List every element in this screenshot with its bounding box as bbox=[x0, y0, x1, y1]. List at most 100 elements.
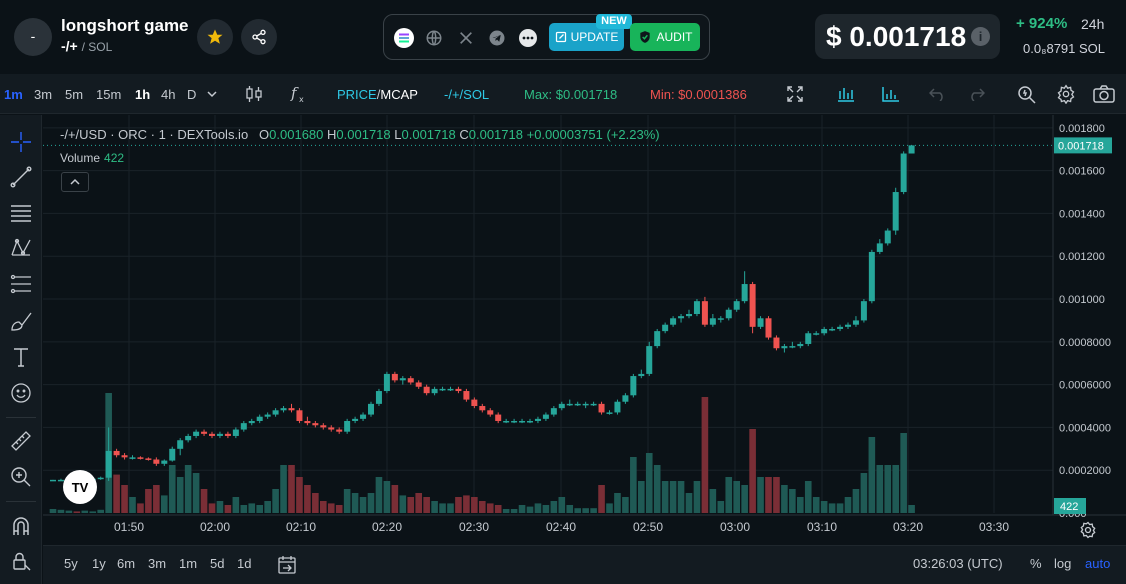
info-icon[interactable]: i bbox=[971, 27, 990, 46]
volume-bar bbox=[860, 473, 868, 513]
legend-l-label: L bbox=[394, 127, 402, 142]
volume-bar bbox=[494, 505, 502, 513]
range-1d[interactable]: 1d bbox=[237, 556, 252, 571]
range-5d[interactable]: 5d bbox=[210, 556, 225, 571]
y-tick-label: 0.001800 bbox=[1059, 123, 1105, 135]
candle-body bbox=[209, 433, 215, 436]
candle-body bbox=[97, 477, 104, 480]
volume-bar bbox=[89, 511, 97, 513]
favorite-button[interactable] bbox=[197, 19, 233, 55]
axis-settings-icon[interactable] bbox=[1078, 520, 1098, 540]
volume-bar bbox=[630, 457, 637, 513]
fullscreen-icon[interactable] bbox=[784, 83, 806, 105]
tradingview-logo[interactable]: TV bbox=[63, 470, 97, 504]
lock-drawings-icon[interactable] bbox=[8, 548, 34, 574]
candle-body bbox=[614, 401, 621, 413]
price-chart[interactable]: 0.001800 0.001600 0.001400 0.001200 0.001000… bbox=[43, 115, 1126, 534]
utc-clock[interactable]: 03:26:03 (UTC) bbox=[913, 556, 1003, 571]
volume-bar bbox=[645, 453, 653, 513]
last-volume-badge bbox=[1054, 498, 1086, 514]
max-price-label: Max: $0.001718 bbox=[524, 87, 618, 102]
timeframe-3m[interactable]: 3m bbox=[34, 87, 53, 102]
candle-body bbox=[590, 403, 597, 406]
range-5y[interactable]: 5y bbox=[64, 556, 78, 571]
gear-icon[interactable] bbox=[1055, 83, 1077, 105]
range-3m[interactable]: 3m bbox=[148, 556, 167, 571]
mcap-mode-label: MCAP bbox=[380, 87, 418, 102]
candle-body bbox=[336, 429, 343, 432]
volume-bar bbox=[200, 489, 208, 513]
y-tick-label: 0.0002000 bbox=[1059, 465, 1111, 477]
undo-icon[interactable] bbox=[927, 83, 949, 105]
pair-toggle[interactable]: -/+/SOL bbox=[444, 87, 490, 102]
volume-bar bbox=[327, 503, 335, 513]
more-icon[interactable] bbox=[518, 28, 538, 48]
redo-icon[interactable] bbox=[965, 83, 987, 105]
trades-marker-icon[interactable] bbox=[835, 83, 857, 105]
website-icon[interactable] bbox=[424, 28, 444, 48]
volume-bar bbox=[256, 505, 263, 513]
horizontal-lines-icon[interactable] bbox=[8, 200, 34, 226]
timeframe-5m[interactable]: 5m bbox=[65, 87, 84, 102]
zoom-in-icon[interactable] bbox=[8, 464, 34, 490]
candle-body bbox=[765, 318, 772, 338]
ruler-icon[interactable] bbox=[8, 428, 34, 454]
quick-search-icon[interactable] bbox=[1016, 83, 1038, 105]
timeframe-1h[interactable]: 1h bbox=[135, 87, 151, 102]
volume-toggle-icon[interactable] bbox=[880, 83, 902, 105]
chevron-down-icon[interactable] bbox=[201, 83, 223, 105]
chart-canvas[interactable]: 0.001800 0.001600 0.001400 0.001200 0.001000… bbox=[43, 115, 1126, 545]
solana-icon[interactable] bbox=[394, 28, 414, 48]
legend-o-label: O bbox=[259, 127, 270, 142]
volume-bar bbox=[606, 503, 613, 513]
candle-body bbox=[749, 284, 756, 327]
emoji-icon[interactable] bbox=[8, 380, 34, 406]
collapse-legend-button[interactable] bbox=[61, 172, 89, 192]
price-mcap-toggle[interactable]: PRICE/MCAP bbox=[337, 87, 418, 102]
range-1y[interactable]: 1y bbox=[92, 556, 106, 571]
candle-body bbox=[304, 420, 311, 424]
auto-scale-toggle[interactable]: auto bbox=[1085, 556, 1111, 571]
timeframe-4h[interactable]: 4h bbox=[161, 87, 176, 102]
candle-body bbox=[757, 318, 764, 327]
fib-retracement-icon[interactable] bbox=[8, 271, 34, 297]
candle-type-icon[interactable] bbox=[243, 83, 265, 105]
volume-bar bbox=[391, 485, 399, 513]
volume-bar bbox=[550, 501, 558, 513]
timeframe-d[interactable]: D bbox=[187, 87, 197, 102]
camera-icon[interactable] bbox=[1093, 83, 1115, 105]
text-tool-icon[interactable] bbox=[8, 344, 34, 370]
pattern-icon[interactable] bbox=[8, 235, 34, 261]
audit-button[interactable]: AUDIT bbox=[630, 23, 700, 51]
go-to-date-icon[interactable] bbox=[277, 555, 297, 580]
timeframe-1m[interactable]: 1m bbox=[4, 87, 23, 102]
share-button[interactable] bbox=[241, 19, 277, 55]
new-badge: NEW bbox=[596, 14, 632, 29]
telegram-icon[interactable] bbox=[487, 28, 507, 48]
drawing-toolbar bbox=[0, 115, 42, 584]
candle-body bbox=[360, 414, 367, 419]
percent-scale-toggle[interactable]: % bbox=[1030, 556, 1042, 571]
candle-body bbox=[256, 416, 263, 421]
volume-bar bbox=[137, 503, 144, 513]
magnet-icon[interactable] bbox=[8, 513, 34, 539]
brush-icon[interactable] bbox=[8, 308, 34, 334]
candle-body bbox=[908, 145, 915, 154]
log-scale-toggle[interactable]: log bbox=[1054, 556, 1072, 571]
range-6m[interactable]: 6m bbox=[117, 556, 136, 571]
range-1m[interactable]: 1m bbox=[179, 556, 198, 571]
candle-body bbox=[201, 431, 208, 434]
crosshair-icon[interactable] bbox=[8, 129, 34, 155]
volume-bar bbox=[502, 509, 510, 513]
volume-bar bbox=[192, 473, 200, 513]
x-twitter-icon[interactable] bbox=[456, 28, 476, 48]
candle-body bbox=[224, 433, 231, 436]
legend-change: +0.00003751 (+2.23%) bbox=[526, 127, 660, 142]
candle-body bbox=[527, 420, 533, 423]
volume-bar bbox=[439, 503, 446, 513]
timeframe-15m[interactable]: 15m bbox=[96, 87, 122, 102]
trend-line-icon[interactable] bbox=[8, 164, 34, 190]
volume-bar bbox=[232, 497, 240, 513]
